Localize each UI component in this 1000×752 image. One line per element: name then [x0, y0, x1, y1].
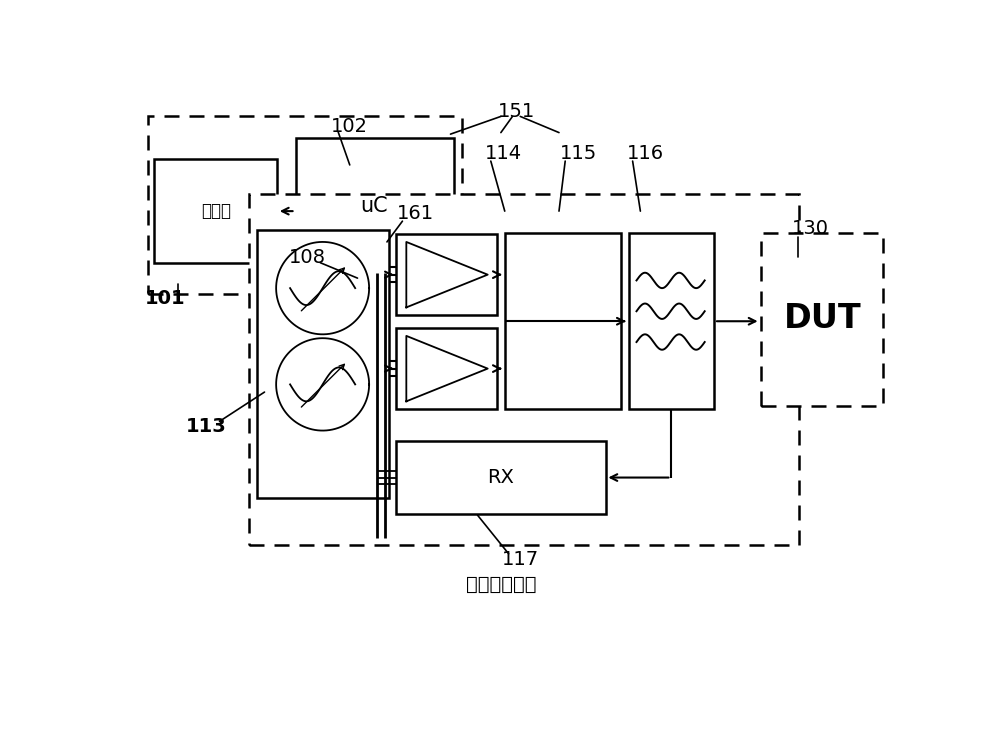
Bar	[629, 233, 714, 409]
Text: 130: 130	[792, 220, 829, 238]
Text: 显示器: 显示器	[201, 202, 231, 220]
Text: uC: uC	[361, 196, 388, 216]
Text: 101: 101	[145, 289, 186, 308]
Polygon shape	[406, 336, 488, 402]
Polygon shape	[406, 242, 488, 308]
Bar	[505, 233, 621, 409]
Bar	[396, 328, 497, 409]
Text: RX: RX	[487, 468, 514, 487]
Text: 117: 117	[502, 550, 539, 569]
Text: 113: 113	[186, 417, 227, 436]
Bar	[396, 441, 606, 514]
Bar	[154, 159, 277, 262]
Text: 102: 102	[331, 117, 368, 136]
Bar	[257, 230, 388, 499]
Text: 151: 151	[498, 102, 535, 120]
Bar	[148, 117, 462, 293]
Bar	[396, 234, 497, 315]
Text: 161: 161	[397, 204, 434, 223]
Bar	[296, 138, 454, 273]
Bar	[761, 232, 883, 406]
Text: （现有技术）: （现有技术）	[466, 575, 536, 594]
Text: 108: 108	[289, 248, 326, 267]
Bar	[249, 194, 799, 544]
Text: DUT: DUT	[784, 302, 861, 335]
Text: 116: 116	[627, 144, 664, 163]
Text: 114: 114	[485, 144, 522, 163]
Text: 115: 115	[560, 144, 597, 163]
